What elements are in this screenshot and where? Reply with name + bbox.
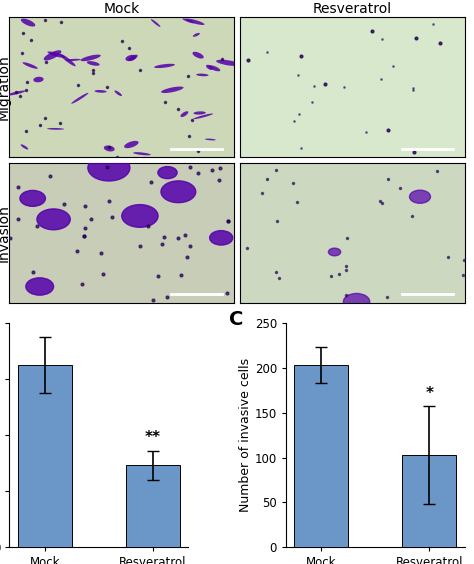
Ellipse shape	[193, 113, 213, 119]
Ellipse shape	[126, 55, 136, 61]
Ellipse shape	[71, 93, 89, 104]
Ellipse shape	[196, 73, 209, 76]
Ellipse shape	[193, 111, 206, 114]
Circle shape	[161, 181, 196, 202]
Bar	[294, 365, 348, 547]
Ellipse shape	[81, 55, 101, 61]
Title: Resveratrol: Resveratrol	[313, 2, 392, 16]
Ellipse shape	[154, 64, 175, 68]
Ellipse shape	[151, 19, 161, 27]
Y-axis label: Number of invasive cells: Number of invasive cells	[239, 358, 252, 512]
Ellipse shape	[186, 19, 204, 25]
Circle shape	[122, 205, 158, 227]
Text: *: *	[425, 386, 433, 401]
Ellipse shape	[192, 52, 204, 59]
Ellipse shape	[193, 33, 200, 37]
Ellipse shape	[44, 50, 62, 60]
Bar	[18, 365, 72, 547]
Text: **: **	[145, 430, 161, 445]
Ellipse shape	[209, 65, 220, 71]
Y-axis label: Migration: Migration	[0, 54, 11, 120]
Circle shape	[158, 166, 177, 179]
Ellipse shape	[104, 146, 115, 152]
Ellipse shape	[21, 144, 28, 149]
Bar	[126, 465, 180, 547]
Ellipse shape	[65, 59, 81, 61]
Ellipse shape	[94, 90, 107, 92]
Ellipse shape	[22, 62, 38, 69]
Title: Mock: Mock	[103, 2, 140, 16]
Circle shape	[410, 190, 430, 203]
Ellipse shape	[60, 54, 76, 67]
Ellipse shape	[205, 139, 216, 140]
Ellipse shape	[87, 61, 100, 66]
Ellipse shape	[115, 90, 122, 96]
Ellipse shape	[216, 60, 240, 66]
Ellipse shape	[33, 77, 44, 82]
Ellipse shape	[133, 152, 151, 155]
Circle shape	[210, 231, 233, 245]
Text: C: C	[229, 310, 243, 329]
Ellipse shape	[47, 128, 64, 130]
Ellipse shape	[161, 86, 183, 93]
Circle shape	[88, 155, 130, 181]
Circle shape	[20, 191, 46, 206]
Ellipse shape	[128, 55, 138, 61]
Ellipse shape	[181, 111, 188, 117]
Ellipse shape	[124, 141, 138, 148]
Ellipse shape	[47, 51, 65, 58]
Circle shape	[343, 293, 370, 310]
Ellipse shape	[206, 65, 213, 70]
Bar	[402, 455, 456, 547]
Ellipse shape	[7, 91, 26, 96]
Y-axis label: Invasion: Invasion	[0, 204, 11, 262]
Circle shape	[37, 209, 70, 230]
Ellipse shape	[182, 19, 195, 23]
Circle shape	[328, 248, 341, 256]
Circle shape	[26, 278, 54, 295]
Ellipse shape	[21, 19, 35, 27]
